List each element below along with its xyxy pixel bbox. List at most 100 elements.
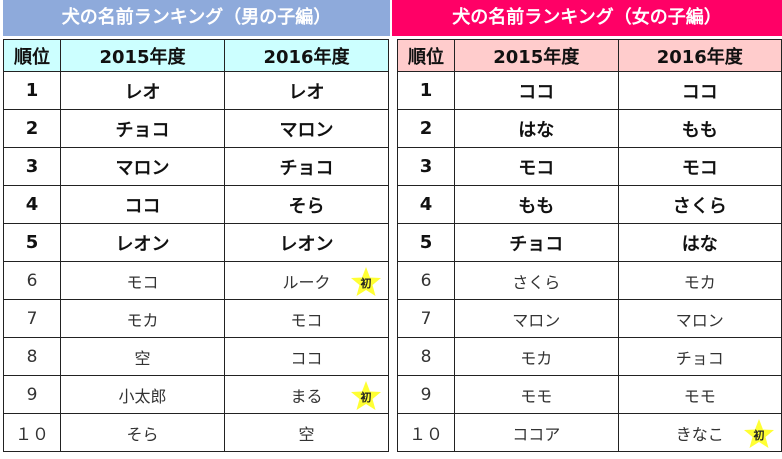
cell-text: 6: [26, 270, 38, 291]
table-row: 9 小太郎 まる 初: [3, 375, 389, 414]
name-2015-cell: マロン: [454, 299, 619, 338]
cell-text: 9: [420, 384, 432, 405]
table-row: 2 はな もも: [397, 109, 782, 148]
name-2016-cell: レオン: [224, 223, 389, 262]
boys-ranking-panel: 犬の名前ランキング（男の子編） 順位 2015年度 2016年度 1 レオ レオ 2 チ…: [0, 0, 390, 452]
name-2015-cell: レオン: [60, 223, 225, 262]
table-row: 6 モコ ルーク 初: [3, 261, 389, 300]
cell-text: そら: [288, 195, 325, 217]
name-2015-cell: そら: [60, 413, 225, 452]
rank-cell: 7: [3, 299, 61, 338]
cell-text: もも: [518, 195, 555, 217]
header-rank: 順位: [397, 39, 455, 72]
table-row: 5 レオン レオン: [3, 223, 389, 262]
new-badge-label: 初: [360, 391, 372, 404]
name-2015-cell: ココ: [60, 185, 225, 224]
table-row: 3 モコ モコ: [397, 147, 782, 186]
cell-text: ココ: [124, 195, 161, 217]
cell-text: モコ: [518, 157, 555, 179]
new-entry-star-icon: 初: [350, 380, 382, 412]
cell-text: ココア: [512, 424, 561, 444]
cell-text: モカ: [520, 348, 553, 368]
cell-text: モコ: [290, 310, 323, 330]
cell-text: さくら: [512, 272, 561, 292]
name-2016-cell: ルーク 初: [224, 261, 389, 300]
boys-title: 犬の名前ランキング（男の子編）: [3, 0, 390, 36]
cell-text: はな: [681, 233, 718, 255]
cell-text: 小太郎: [118, 386, 167, 406]
cell-text: チョコ: [509, 233, 564, 255]
name-2015-cell: レオ: [60, 71, 225, 110]
rank-cell: １０: [397, 413, 455, 452]
cell-text: ココ: [290, 348, 323, 368]
cell-text: モカ: [126, 310, 159, 330]
name-2016-cell: モモ: [617, 375, 782, 414]
table-row: 6 さくら モカ: [397, 261, 782, 300]
new-badge-label: 初: [360, 277, 372, 290]
name-2016-cell: レオ: [224, 71, 389, 110]
name-2016-cell: まる 初: [224, 375, 389, 414]
name-2016-cell: ココ: [617, 71, 782, 110]
cell-text: レオ: [288, 81, 325, 103]
name-2016-cell: さくら: [617, 185, 782, 224]
table-row: 5 チョコ はな: [397, 223, 782, 262]
cell-text: レオ: [124, 81, 161, 103]
cell-text: １０: [409, 425, 443, 445]
name-2016-cell: チョコ: [224, 147, 389, 186]
cell-text: 3: [25, 156, 39, 177]
girls-title: 犬の名前ランキング（女の子編）: [392, 0, 782, 36]
cell-text: モモ: [520, 386, 553, 406]
girls-ranking-table: 順位 2015年度 2016年度 1 ココ ココ 2 はな もも 3 モコ モコ 4 もも さくら 5 チ…: [397, 39, 782, 452]
cell-text: 5: [419, 232, 433, 253]
name-2016-cell: モコ: [617, 147, 782, 186]
table-row: 8 モカ チョコ: [397, 337, 782, 376]
rank-cell: 9: [3, 375, 61, 414]
cell-text: ココ: [518, 81, 555, 103]
table-row: 2 チョコ マロン: [3, 109, 389, 148]
name-2016-cell: きなこ 初: [617, 413, 782, 452]
cell-text: ココ: [681, 81, 718, 103]
name-2015-cell: モモ: [454, 375, 619, 414]
table-row: １０ そら 空: [3, 413, 389, 452]
cell-text: もも: [681, 119, 718, 141]
name-2016-cell: チョコ: [617, 337, 782, 376]
new-badge-label: 初: [753, 429, 765, 442]
rank-cell: 3: [3, 147, 61, 186]
name-2015-cell: はな: [454, 109, 619, 148]
name-2015-cell: モカ: [454, 337, 619, 376]
cell-text: 1: [25, 80, 39, 101]
cell-text: ルーク: [282, 272, 331, 292]
cell-text: マロン: [512, 310, 561, 330]
cell-text: モカ: [683, 272, 716, 292]
cell-text: 5: [25, 232, 39, 253]
cell-text: レオン: [279, 233, 334, 255]
rank-cell: 1: [397, 71, 455, 110]
cell-text: モコ: [681, 157, 718, 179]
name-2015-cell: モコ: [454, 147, 619, 186]
cell-text: 8: [26, 346, 38, 367]
cell-text: マロン: [675, 310, 724, 330]
name-2015-cell: チョコ: [454, 223, 619, 262]
cell-text: はな: [518, 119, 555, 141]
cell-text: マロン: [115, 157, 170, 179]
name-2016-cell: もも: [617, 109, 782, 148]
table-row: 4 もも さくら: [397, 185, 782, 224]
name-2015-cell: ココア: [454, 413, 619, 452]
name-2015-cell: さくら: [454, 261, 619, 300]
rank-cell: 2: [3, 109, 61, 148]
girls-ranking-panel: 犬の名前ランキング（女の子編） 順位 2015年度 2016年度 1 ココ ココ 2 は…: [392, 0, 782, 452]
name-2015-cell: チョコ: [60, 109, 225, 148]
cell-text: そら: [126, 424, 159, 444]
rank-cell: 9: [397, 375, 455, 414]
new-entry-star-icon: 初: [743, 418, 775, 450]
name-2015-cell: モカ: [60, 299, 225, 338]
cell-text: きなこ: [675, 424, 724, 444]
cell-text: マロン: [279, 119, 334, 141]
rank-cell: 1: [3, 71, 61, 110]
name-2015-cell: マロン: [60, 147, 225, 186]
rank-cell: 7: [397, 299, 455, 338]
table-row: 1 ココ ココ: [397, 71, 782, 110]
cell-text: 8: [420, 346, 432, 367]
cell-text: 空: [298, 424, 315, 444]
name-2016-cell: モコ: [224, 299, 389, 338]
